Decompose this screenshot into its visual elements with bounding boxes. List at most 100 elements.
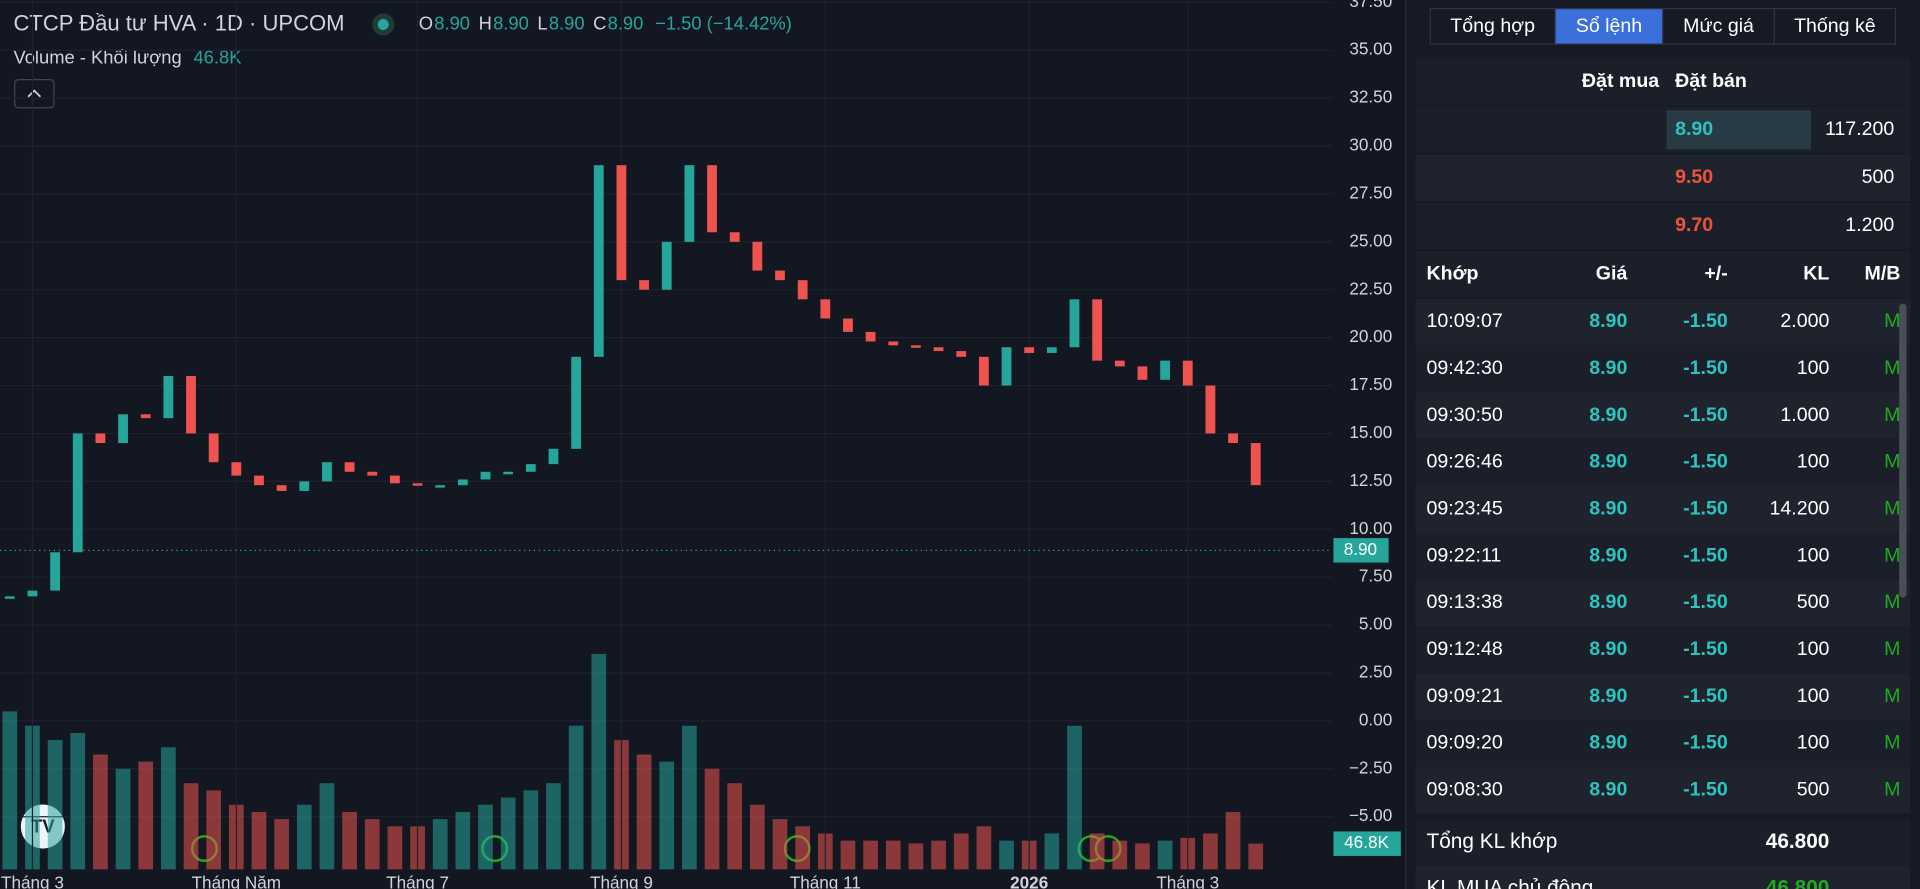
trade-row xyxy=(1415,532,1911,580)
volume-bar xyxy=(319,783,335,870)
trade-cell: -1.50 xyxy=(1683,544,1728,566)
book-row xyxy=(1415,154,1911,202)
candle xyxy=(593,165,604,357)
trade-cell: 09:42:30 xyxy=(1427,357,1503,379)
trade-row xyxy=(1415,392,1911,439)
candle xyxy=(140,414,151,419)
book-row xyxy=(1415,202,1911,250)
candle xyxy=(118,414,128,444)
trade-cell: 2.000 xyxy=(1780,310,1829,332)
candle xyxy=(231,462,242,476)
candle xyxy=(843,318,853,332)
candle xyxy=(50,552,60,591)
candle xyxy=(344,462,355,472)
y-tick-label: 15.00 xyxy=(1349,422,1392,442)
candle xyxy=(1160,360,1170,380)
trade-cell: 09:13:38 xyxy=(1427,591,1503,613)
trade-cell: M xyxy=(1884,544,1900,566)
collapse-button[interactable] xyxy=(14,78,55,109)
volume-tag-bg xyxy=(1333,831,1401,856)
candle xyxy=(1024,347,1035,353)
ask-price: 9.70 xyxy=(1675,214,1713,236)
volume-bar xyxy=(1044,833,1060,870)
tab[interactable] xyxy=(1662,7,1775,45)
ask-volume: 500 xyxy=(1862,166,1895,188)
summary-row xyxy=(1415,819,1911,866)
candle xyxy=(933,347,944,352)
candle xyxy=(820,299,831,319)
status-dot xyxy=(377,18,389,31)
trade-cell: M xyxy=(1884,732,1900,754)
ohlc-value: 8.90 xyxy=(493,12,529,33)
trade-cell: 100 xyxy=(1797,451,1830,473)
volume-bar xyxy=(682,725,697,870)
candle xyxy=(390,475,400,484)
trade-cell: 10:09:07 xyxy=(1427,310,1503,332)
candle xyxy=(412,483,423,486)
candle xyxy=(661,241,672,290)
tab[interactable] xyxy=(1429,7,1556,45)
symbol-title: CTCP Đầu tư HVA · 1D · UPCOM xyxy=(13,10,344,35)
volume-bar xyxy=(161,747,176,870)
book-header-bg xyxy=(1415,58,1911,106)
trade-cell: M xyxy=(1884,638,1900,660)
candle xyxy=(639,280,649,290)
y-tick-label: 22.50 xyxy=(1349,278,1392,298)
tab-label: Thống kê xyxy=(1794,15,1876,37)
ohlc-value: 8.90 xyxy=(434,12,470,33)
price-change: −1.50 (−14.42%) xyxy=(655,12,792,33)
trade-cell: -1.50 xyxy=(1683,310,1728,332)
trade-cell: 8.90 xyxy=(1589,779,1627,801)
y-tick-label: −2.50 xyxy=(1349,757,1392,777)
price-tag-bg xyxy=(1333,538,1389,563)
candle xyxy=(254,475,264,486)
y-tick-label: 10.00 xyxy=(1349,518,1392,538)
trade-cell: M xyxy=(1884,591,1900,613)
trade-row xyxy=(1415,486,1911,533)
volume-bar xyxy=(206,790,222,870)
volume-bar xyxy=(1203,833,1218,870)
volume-bar xyxy=(727,783,743,870)
candle xyxy=(435,485,446,488)
y-tick-label: 20.00 xyxy=(1349,326,1392,346)
candle xyxy=(865,331,876,342)
volume-bar xyxy=(568,725,584,870)
trade-row xyxy=(1415,439,1911,486)
volume-bar xyxy=(1157,840,1173,870)
summary-value: 46.800 xyxy=(1766,830,1830,853)
tab[interactable] xyxy=(1773,7,1897,45)
trade-cell: 09:09:21 xyxy=(1427,685,1503,707)
trade-row xyxy=(1415,579,1911,627)
y-tick-label: 5.00 xyxy=(1359,614,1392,634)
volume-bar xyxy=(1112,840,1128,870)
volume-bar xyxy=(183,783,199,870)
trades-header: KL xyxy=(1803,262,1829,284)
trade-cell: -1.50 xyxy=(1683,451,1728,473)
candle xyxy=(1046,347,1057,353)
volume-bar xyxy=(432,819,448,870)
volume-bar xyxy=(1067,725,1082,870)
trade-cell: -1.50 xyxy=(1683,685,1728,707)
y-tick-label: 17.50 xyxy=(1349,374,1392,394)
price-tag: 8.90 xyxy=(1344,539,1377,559)
y-tick-label: 12.50 xyxy=(1349,470,1392,490)
trade-cell: 100 xyxy=(1797,544,1830,566)
candle xyxy=(684,165,695,242)
candle xyxy=(208,433,219,463)
trades-header-bg xyxy=(1415,251,1911,298)
volume-bar xyxy=(251,811,267,870)
ask-price: 9.50 xyxy=(1675,166,1713,188)
ask-highlight xyxy=(1666,110,1812,150)
trade-cell: 09:12:48 xyxy=(1427,638,1503,660)
x-tick-label: 2026 xyxy=(1010,873,1048,889)
volume-bar xyxy=(138,761,154,870)
book-row xyxy=(1415,106,1911,154)
y-tick-label: −5.00 xyxy=(1349,805,1392,825)
scrollbar xyxy=(1899,303,1907,598)
trade-cell: 8.90 xyxy=(1589,404,1627,426)
y-tick-label: 27.50 xyxy=(1349,182,1392,202)
trade-cell: M xyxy=(1884,451,1900,473)
candle xyxy=(1182,360,1193,386)
candle xyxy=(571,356,582,449)
trade-cell: 8.90 xyxy=(1589,591,1627,613)
